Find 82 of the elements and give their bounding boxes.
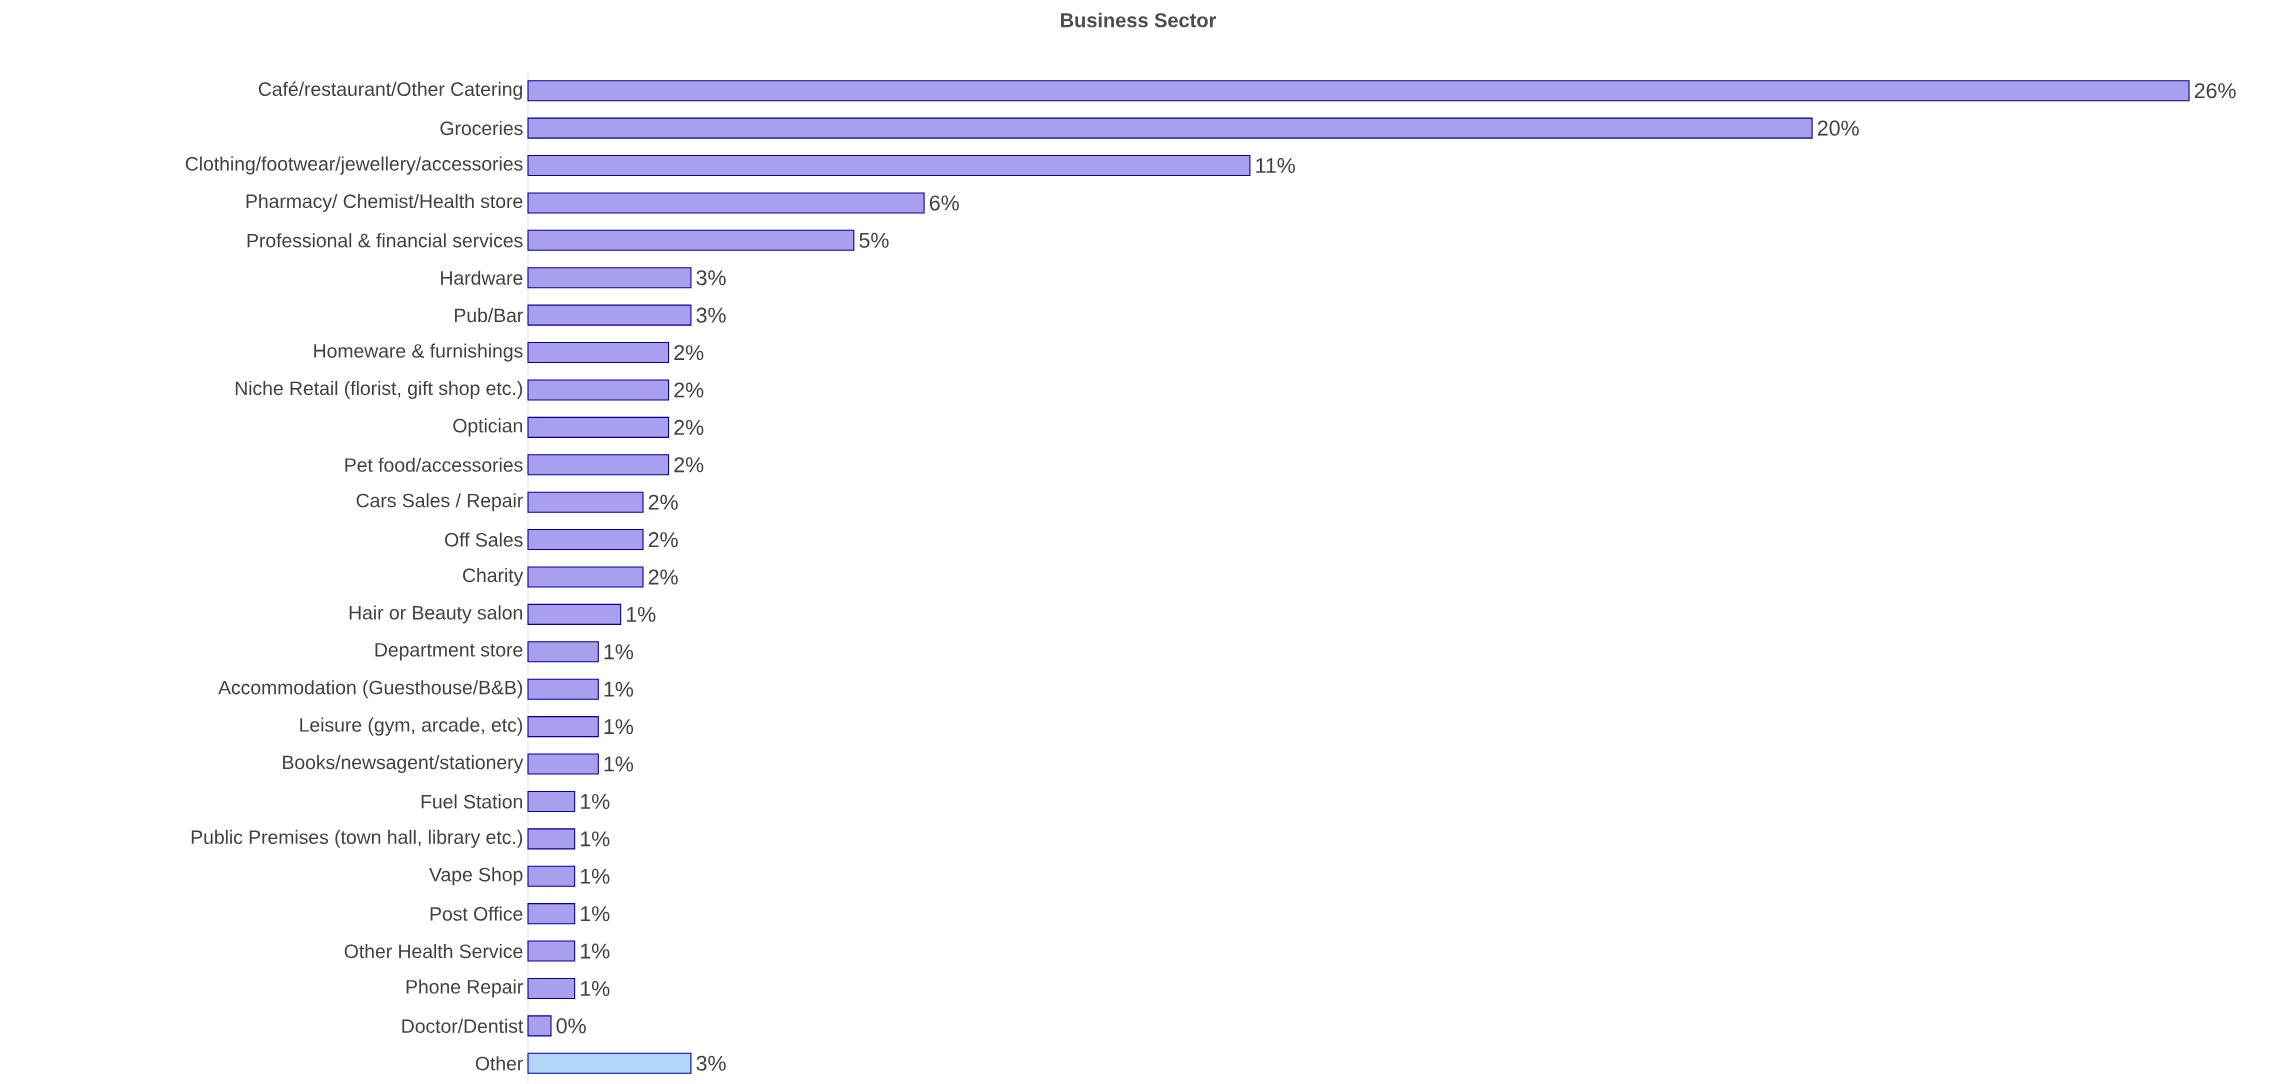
data-label: 26% (2194, 83, 2236, 99)
bar (527, 603, 622, 625)
y-tick-label: Café/restaurant/Other Catering (258, 81, 523, 100)
data-label: 1% (580, 981, 610, 996)
data-label: 6% (929, 195, 959, 211)
data-label: 3% (696, 307, 726, 323)
y-tick-label: Vape Shop (429, 867, 523, 886)
data-label: 3% (696, 270, 726, 286)
data-label: 2% (648, 569, 678, 585)
bar (527, 304, 692, 326)
y-tick-label: Pharmacy/ Chemist/Health store (246, 193, 523, 212)
y-tick-label: Public Premises (town hall, library etc.) (191, 829, 523, 848)
y-tick-label: Groceries (440, 121, 523, 136)
y-tick-label: Optician (453, 418, 523, 437)
bar (527, 454, 670, 476)
chart-title: Business Sector (1060, 12, 1217, 28)
bar (527, 716, 599, 738)
data-label: 1% (580, 868, 610, 884)
bar (527, 678, 599, 700)
bar (527, 940, 576, 962)
bar (527, 342, 670, 364)
y-tick-label: Department store (375, 643, 523, 661)
y-tick-label: Off Sales (445, 532, 523, 547)
y-tick-label: Hair or Beauty salon (349, 605, 522, 624)
bar (527, 641, 599, 663)
data-label: 2% (648, 494, 678, 510)
bar (527, 154, 1251, 177)
bar (527, 379, 670, 401)
bar (527, 192, 925, 214)
y-tick-label: Clothing/footwear/jewellery/accessories (185, 156, 523, 175)
data-label: 1% (604, 681, 634, 697)
data-label: 1% (626, 606, 656, 622)
data-label: 1% (580, 831, 610, 847)
bar (527, 977, 576, 1000)
bar (527, 267, 692, 289)
y-tick-label: Other Health Service (344, 943, 523, 959)
data-label: 2% (674, 419, 704, 435)
bar (527, 1052, 692, 1074)
y-tick-label: Niche Retail (florist, gift shop etc.) (235, 380, 523, 399)
y-tick-label: Hardware (441, 270, 523, 285)
y-tick-label: Accommodation (Guesthouse/B&B) (218, 680, 523, 699)
data-label: 2% (648, 532, 678, 548)
data-label: 3% (696, 1055, 726, 1071)
data-label: 2% (674, 345, 704, 361)
bar (527, 416, 670, 438)
y-tick-label: Books/newsagent/stationery (283, 755, 524, 774)
y-tick-label: Leisure (gym, arcade, etc) (300, 717, 523, 736)
bar (527, 753, 599, 775)
y-tick-label: Cars Sales / Repair (356, 493, 523, 512)
data-label: 2% (674, 382, 704, 398)
bar (527, 529, 644, 551)
y-tick-label: Pub/Bar (455, 308, 523, 323)
data-label: 5% (859, 232, 889, 248)
data-label: 0% (556, 1018, 586, 1034)
bar (527, 117, 1813, 139)
bar (527, 566, 644, 588)
data-label: 1% (580, 906, 610, 922)
y-tick-label: Doctor/Dentist (402, 1018, 524, 1033)
data-label: 1% (580, 943, 610, 959)
bar (527, 229, 855, 251)
y-tick-label: Homeware & furnishings (314, 343, 523, 362)
data-label: 1% (604, 644, 634, 660)
y-tick-label: Charity (463, 567, 524, 587)
bar (527, 80, 2190, 102)
y-tick-label: Professional & financial services (247, 233, 523, 248)
bar (527, 491, 644, 513)
bar (527, 903, 576, 925)
data-label: 20% (1817, 120, 1859, 136)
y-tick-label: Pet food/accessories (345, 457, 523, 472)
bar (527, 790, 576, 812)
y-tick-label: Post Office (430, 906, 523, 921)
data-label: 1% (580, 793, 610, 809)
y-tick-label: Phone Repair (406, 979, 523, 998)
bar (527, 865, 576, 887)
bar (527, 1015, 552, 1037)
bar (527, 828, 576, 850)
data-label: 1% (604, 756, 634, 772)
y-tick-label: Other (475, 1056, 523, 1071)
data-label: 2% (674, 457, 704, 473)
y-tick-label: Fuel Station (421, 794, 523, 809)
data-label: 1% (604, 719, 634, 735)
data-label: 11% (1256, 158, 1295, 173)
